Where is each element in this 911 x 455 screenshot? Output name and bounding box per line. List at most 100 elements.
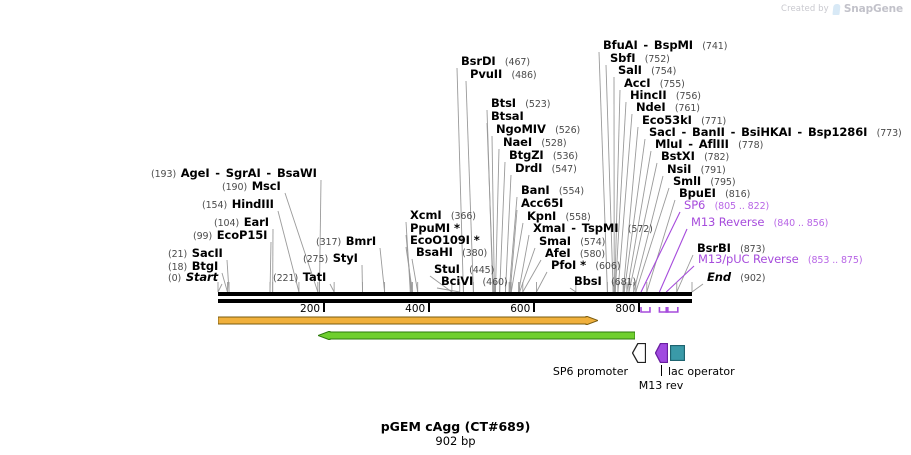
plasmid-length: 902 bp bbox=[435, 434, 476, 448]
leader-line bbox=[508, 196, 518, 293]
enzyme-position: (755) bbox=[650, 79, 685, 90]
enzyme-position: (547) bbox=[542, 164, 577, 175]
enzyme-separator: - bbox=[724, 125, 742, 139]
enzyme-label-btsi[interactable]: BtsI (523) bbox=[491, 97, 550, 111]
enzyme-label-sali[interactable]: SalI (754) bbox=[618, 64, 676, 78]
enzyme-name: BmrI bbox=[345, 234, 377, 248]
enzyme-label-pfoi[interactable]: PfoI * (606) bbox=[551, 259, 620, 273]
enzyme-name: SacI bbox=[649, 125, 676, 139]
enzyme-name: BciVI bbox=[441, 274, 474, 288]
enzyme-position: (99) bbox=[193, 231, 217, 242]
enzyme-label-kpni[interactable]: KpnI (558) bbox=[527, 210, 591, 224]
enzyme-label-msci[interactable]: (190) MscI bbox=[222, 180, 281, 194]
enzyme-name: BpuEI bbox=[679, 186, 716, 200]
enzyme-position: (486) bbox=[502, 70, 537, 81]
enzyme-label-smai[interactable]: SmaI (574) bbox=[539, 235, 605, 249]
enzyme-position: (523) bbox=[516, 99, 551, 110]
enzyme-label-tati[interactable]: (221) TatI bbox=[273, 271, 326, 285]
enzyme-position: (18) bbox=[168, 262, 192, 273]
enzyme-label-stui[interactable]: StuI (445) bbox=[434, 263, 494, 277]
enzyme-label-age-sgra-bsaw[interactable]: (193) AgeI - SgrAI - BsaWI bbox=[151, 167, 317, 181]
enzyme-label-bbsi[interactable]: BbsI (681) bbox=[574, 275, 636, 289]
enzyme-label-pvuii[interactable]: PvuII (486) bbox=[470, 68, 537, 82]
enzyme-name: End bbox=[707, 270, 731, 284]
feature-range: (840 .. 856) bbox=[764, 218, 829, 229]
enzyme-label-end[interactable]: End (902) bbox=[707, 271, 765, 285]
sp6-promoter-glyph[interactable] bbox=[632, 343, 646, 363]
enzyme-label-sacii[interactable]: (21) SacII bbox=[168, 247, 223, 261]
enzyme-label-bsrbi[interactable]: BsrBI (873) bbox=[697, 242, 765, 256]
enzyme-name: EarI bbox=[243, 215, 269, 229]
lac-operator-glyph[interactable] bbox=[670, 345, 685, 361]
enzyme-label-xmai-tspmi[interactable]: XmaI - TspMI (572) bbox=[533, 222, 653, 236]
enzyme-name: BstXI bbox=[661, 149, 695, 163]
enzyme-label-bmri[interactable]: (317) BmrI bbox=[316, 235, 376, 249]
enzyme-label-eco53ki[interactable]: Eco53kI (771) bbox=[642, 114, 726, 128]
enzyme-label-afei[interactable]: AfeI (580) bbox=[545, 247, 605, 261]
enzyme-name: AccI bbox=[624, 76, 651, 90]
feature-name: SP6 bbox=[684, 198, 706, 212]
enzyme-position: (190) bbox=[222, 182, 252, 193]
m13-rev-glyph[interactable] bbox=[655, 343, 668, 363]
enzyme-label-bcivi[interactable]: BciVI (460) bbox=[441, 275, 508, 289]
enzyme-label-btgi[interactable]: (18) BtgI bbox=[168, 260, 218, 274]
leader-line bbox=[495, 148, 500, 293]
enzyme-label-ngomiv[interactable]: NgoMIV (526) bbox=[496, 123, 580, 137]
enzyme-position: (193) bbox=[151, 169, 181, 180]
enzyme-label-saci-banii-bsihkai-bsp1286i[interactable]: SacI - BanII - BsiHKAI - Bsp1286I (773) bbox=[649, 126, 902, 140]
enzyme-position: (741) bbox=[693, 41, 728, 52]
leader-line bbox=[691, 283, 704, 293]
enzyme-label-sbfi[interactable]: SbfI (752) bbox=[610, 52, 670, 66]
enzyme-label-mlui-afliii[interactable]: MluI - AflIII (778) bbox=[655, 138, 763, 152]
feature-label-m13-reverse[interactable]: M13 Reverse (840 .. 856) bbox=[691, 216, 828, 230]
enzyme-separator: - bbox=[682, 137, 699, 151]
enzyme-label-bstxi[interactable]: BstXI (782) bbox=[661, 150, 729, 164]
enzyme-name: AflIII bbox=[698, 137, 729, 151]
leader-line bbox=[522, 259, 542, 293]
enzyme-position: (445) bbox=[459, 265, 495, 276]
enzyme-position: (528) bbox=[532, 138, 567, 149]
enzyme-label-ecoo109i[interactable]: EcoO109I * bbox=[410, 234, 480, 247]
enzyme-label-nsii[interactable]: NsiI (791) bbox=[667, 163, 726, 177]
enzyme-label-ecop15i[interactable]: (99) EcoP15I bbox=[193, 229, 267, 243]
enzyme-label-bsrdi[interactable]: BsrDI (467) bbox=[461, 55, 530, 69]
enzyme-name: BtgI bbox=[191, 259, 219, 273]
enzyme-label-bpuei[interactable]: BpuEI (816) bbox=[679, 187, 750, 201]
feature-label-m13-puc-reverse[interactable]: M13/pUC Reverse (853 .. 875) bbox=[698, 253, 863, 267]
enzyme-label-xcmi[interactable]: XcmI (366) bbox=[410, 209, 476, 223]
enzyme-name: Start bbox=[185, 270, 219, 284]
enzyme-label-bfuai-bspmi[interactable]: BfuAI - BspMI (741) bbox=[603, 39, 727, 53]
enzyme-label-smli[interactable]: SmlI (795) bbox=[673, 175, 736, 189]
enzyme-label-hindiii[interactable]: (154) HindIII bbox=[202, 198, 274, 212]
leader-line bbox=[465, 80, 474, 293]
enzyme-name: SbfI bbox=[610, 51, 636, 65]
enzyme-label-bani[interactable]: BanI (554) bbox=[521, 184, 584, 198]
enzyme-position: (366) bbox=[441, 211, 476, 222]
enzyme-label-start[interactable]: (0) Start bbox=[168, 271, 218, 285]
enzyme-label-eari[interactable]: (104) EarI bbox=[214, 216, 269, 230]
leader-line bbox=[411, 258, 419, 293]
enzyme-label-ppumi[interactable]: PpuMI * bbox=[410, 222, 460, 235]
enzyme-label-ndei[interactable]: NdeI (761) bbox=[636, 101, 700, 115]
enzyme-separator: - bbox=[565, 221, 582, 235]
leader-line bbox=[405, 246, 413, 293]
feature-label-sp6[interactable]: SP6 (805 .. 822) bbox=[684, 199, 769, 213]
enzyme-label-btsai[interactable]: BtsaI bbox=[491, 110, 524, 123]
glyph-shape bbox=[655, 343, 668, 363]
leader-line bbox=[226, 259, 230, 293]
enzyme-label-naei[interactable]: NaeI (528) bbox=[503, 136, 567, 150]
enzyme-label-hincii[interactable]: HincII (756) bbox=[630, 89, 701, 103]
plasmid-backbone-bottom bbox=[218, 299, 692, 303]
enzyme-label-drdi[interactable]: DrdI (547) bbox=[515, 162, 577, 176]
enzyme-label-styi[interactable]: (275) StyI bbox=[303, 252, 358, 266]
enzyme-position: (580) bbox=[570, 249, 605, 260]
enzyme-label-bsahi[interactable]: BsaHI (380) bbox=[416, 246, 487, 260]
enzyme-name: BfuAI bbox=[603, 38, 638, 52]
enzyme-name: BsrBI bbox=[697, 241, 731, 255]
enzyme-label-acc65i[interactable]: Acc65I bbox=[521, 197, 563, 210]
enzyme-label-acci[interactable]: AccI (755) bbox=[624, 77, 685, 91]
enzyme-label-btgzi[interactable]: BtgZI (536) bbox=[509, 149, 578, 163]
enzyme-name: TspMI bbox=[581, 221, 619, 235]
enzyme-position: (380) bbox=[452, 248, 488, 259]
